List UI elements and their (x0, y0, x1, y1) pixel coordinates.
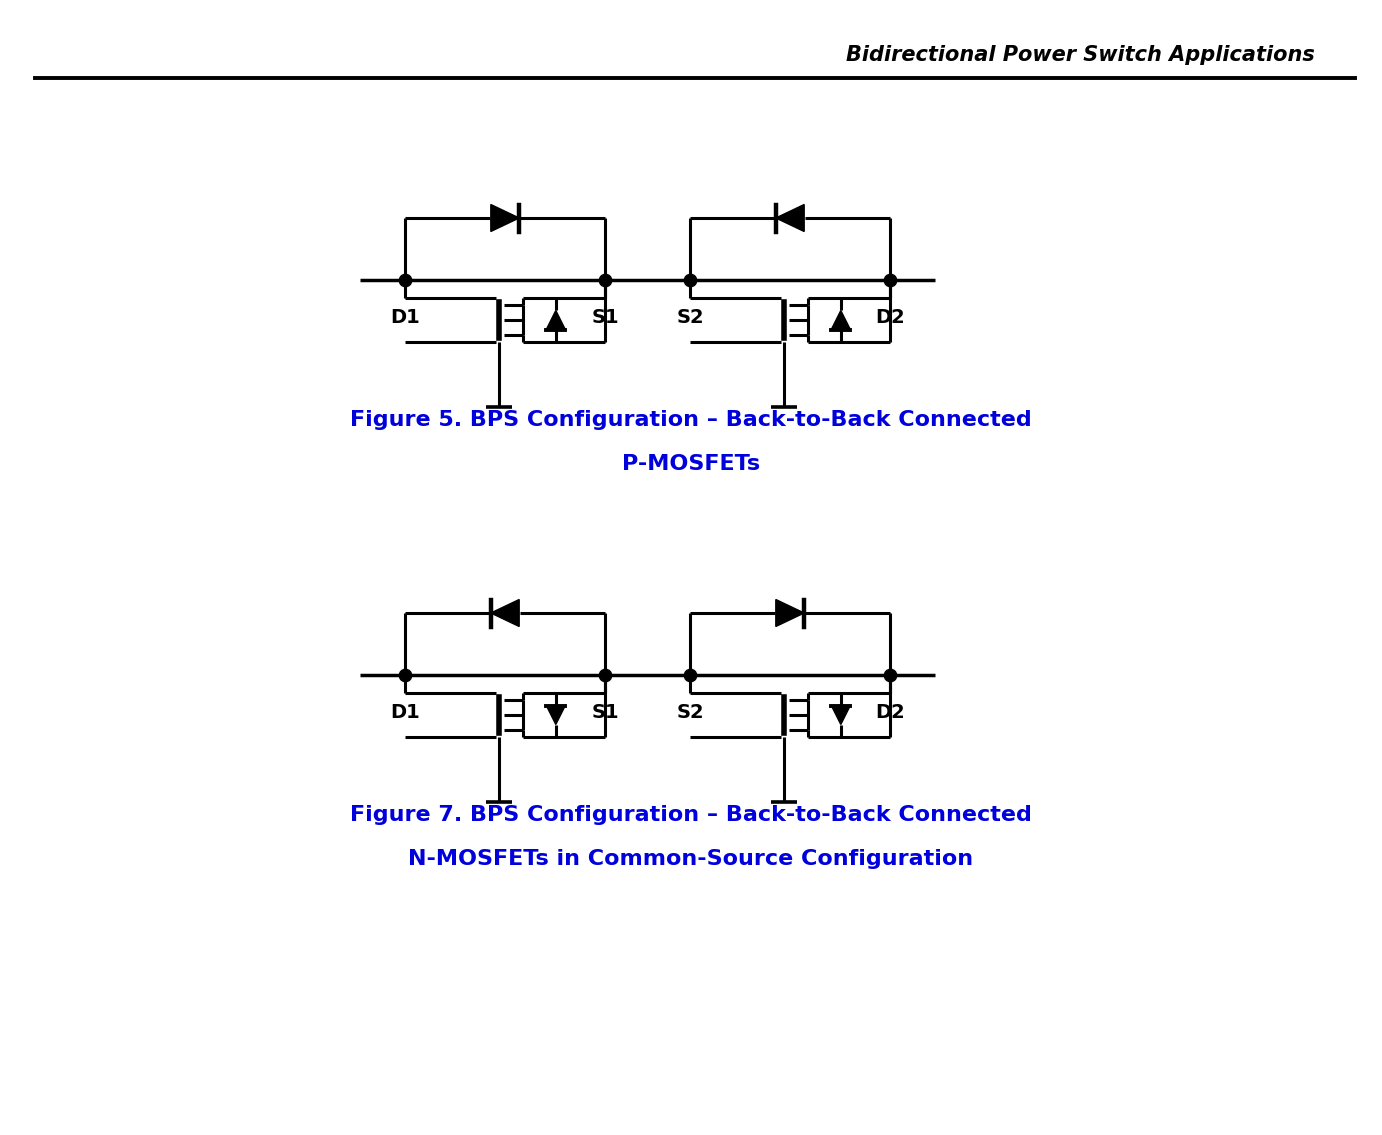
Text: S1: S1 (591, 308, 619, 327)
Polygon shape (491, 204, 520, 232)
Point (394, 271, 416, 289)
Polygon shape (832, 311, 850, 329)
Text: D2: D2 (875, 703, 905, 722)
Polygon shape (775, 599, 804, 627)
Text: D1: D1 (390, 703, 420, 722)
Text: Figure 5. BPS Configuration – Back-to-Back Connected: Figure 5. BPS Configuration – Back-to-Ba… (350, 410, 1032, 430)
Point (679, 666, 701, 684)
Text: Figure 7. BPS Configuration – Back-to-Back Connected: Figure 7. BPS Configuration – Back-to-Ba… (350, 805, 1032, 825)
Text: S2: S2 (676, 703, 703, 722)
Text: D2: D2 (875, 308, 905, 327)
Text: P-MOSFETs: P-MOSFETs (622, 454, 760, 474)
Point (879, 666, 901, 684)
Text: S1: S1 (591, 703, 619, 722)
Text: S2: S2 (676, 308, 703, 327)
Polygon shape (832, 706, 850, 724)
Text: N-MOSFETs in Common-Source Configuration: N-MOSFETs in Common-Source Configuration (409, 849, 973, 869)
Text: Bidirectional Power Switch Applications: Bidirectional Power Switch Applications (846, 45, 1316, 65)
Point (394, 666, 416, 684)
Polygon shape (546, 311, 565, 329)
Polygon shape (775, 204, 804, 232)
Text: D1: D1 (390, 308, 420, 327)
Point (879, 271, 901, 289)
Point (594, 271, 616, 289)
Polygon shape (491, 599, 520, 627)
Point (679, 271, 701, 289)
Point (594, 666, 616, 684)
Polygon shape (546, 706, 565, 724)
